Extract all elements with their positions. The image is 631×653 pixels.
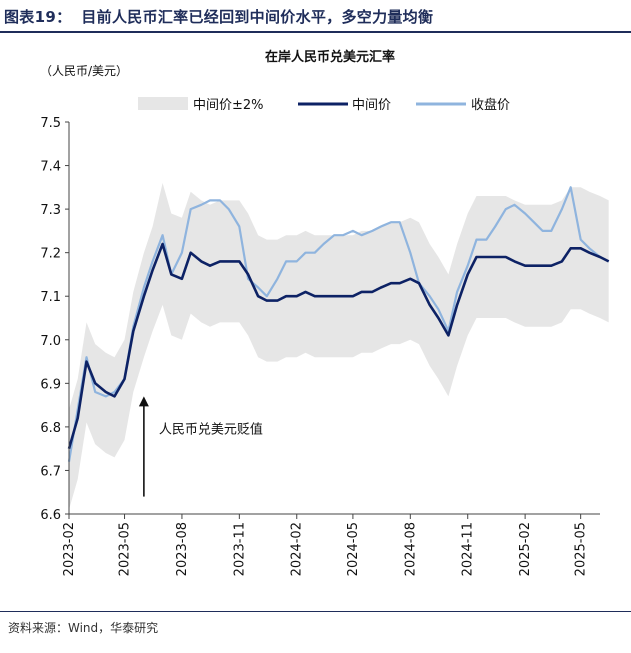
source-note: 资料来源：Wind，华泰研究 [8, 621, 159, 635]
x-tick-label: 2025-02 [518, 522, 533, 576]
x-tick-label: 2024-11 [461, 522, 476, 576]
figure-title: 图表19： 目前人民币汇率已经回到中间价水平，多空力量均衡 [4, 6, 433, 27]
series-line-close [67, 186, 610, 462]
x-tick-label: 2023-02 [62, 522, 77, 576]
y-axis: 6.6 6.7 6.8 6.9 7.0 7.1 7.2 7.3 7.4 7.5 [40, 116, 70, 523]
x-tick-label: 2023-11 [232, 522, 247, 576]
y-tick-label: 7.0 [40, 334, 61, 349]
legend-label-close: 收盘价 [471, 97, 510, 113]
y-tick-label: 7.4 [40, 160, 61, 175]
figure-number: 图表19： [4, 8, 72, 26]
annotation: 人民币兑美元贬值 [138, 396, 263, 497]
y-tick-label: 7.2 [40, 247, 61, 262]
x-tick-label: 2025-05 [574, 522, 589, 576]
title-rule [0, 31, 631, 33]
exchange-rate-chart: 在岸人民币兑美元汇率 （人民币/美元） 中间价±2% 中间价 收盘价 6.66.… [40, 49, 610, 576]
unit-label: （人民币/美元） [40, 64, 128, 78]
y-tick-label: 7.5 [40, 116, 61, 131]
y-tick-label: 6.8 [40, 421, 61, 436]
band-area [69, 183, 609, 510]
x-tick-label: 2024-08 [403, 522, 418, 576]
x-tick-label: 2023-08 [175, 522, 190, 576]
y-tick-label: 7.3 [40, 203, 61, 218]
legend-label-mid: 中间价 [352, 98, 391, 113]
y-tick-label: 6.6 [40, 508, 61, 523]
figure-title-text: 目前人民币汇率已经回到中间价水平，多空力量均衡 [81, 8, 434, 26]
y-tick-label: 6.9 [40, 377, 61, 392]
annotation-arrow-head [138, 396, 149, 407]
chart-title: 在岸人民币兑美元汇率 [265, 49, 395, 65]
source-rule [0, 611, 631, 612]
legend-swatch-band [138, 97, 188, 110]
annotation-text: 人民币兑美元贬值 [159, 421, 263, 437]
plot-area [67, 183, 610, 510]
legend: 中间价±2% 中间价 收盘价 [138, 97, 510, 113]
legend-label-band: 中间价±2% [193, 98, 264, 113]
x-tick-label: 2024-05 [346, 522, 361, 576]
y-tick-label: 6.7 [40, 464, 61, 479]
series-line-mid [67, 242, 610, 450]
x-axis: 2023-02 2023-05 2023-08 2023-11 2024-02 2024-… [62, 513, 600, 576]
y-tick-label: 7.1 [40, 290, 61, 305]
x-tick-label: 2024-02 [290, 522, 305, 576]
x-tick-label: 2023-05 [118, 522, 133, 576]
